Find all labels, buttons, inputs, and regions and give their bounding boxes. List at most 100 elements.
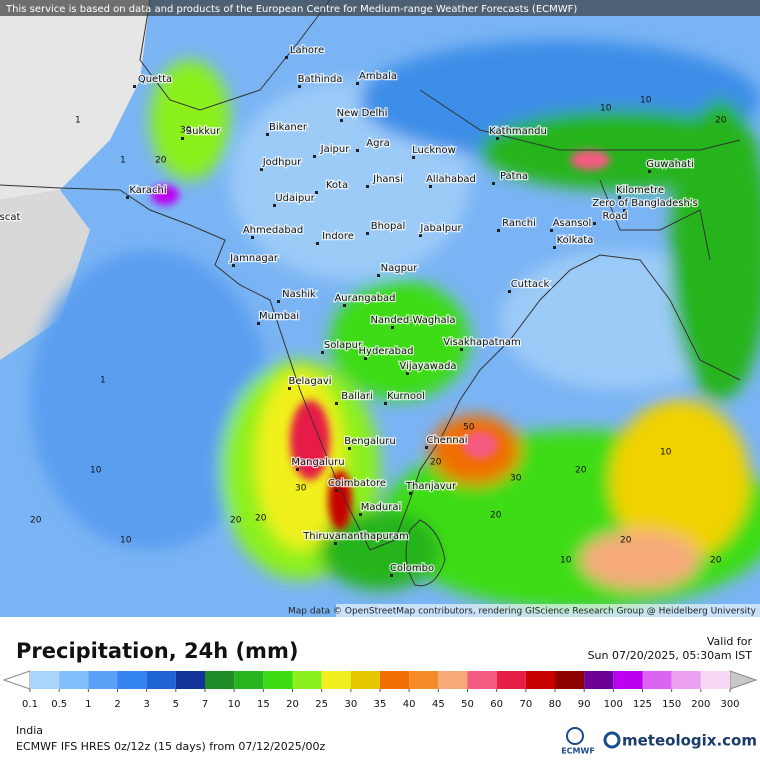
color-box (642, 671, 672, 689)
city-label: Bengaluru (344, 436, 395, 447)
city-label: Patna (500, 171, 528, 182)
city-label: Lahore (290, 45, 324, 56)
city-dot (316, 242, 319, 245)
city-dot (359, 513, 362, 516)
city-dot (251, 236, 254, 239)
city-label: Bhopal (371, 221, 406, 232)
city-label: Hyderabad (359, 346, 414, 357)
contour-label: 10 (90, 466, 102, 476)
city-label: Thiruvananthapuram (302, 531, 409, 542)
tick-label: 125 (633, 699, 652, 710)
city-dot (508, 290, 511, 293)
city-label: Mumbai (259, 311, 299, 322)
city-label: Ahmedabad (243, 225, 303, 236)
ecmwf-logo: ECMWF (561, 727, 595, 756)
contour-label: 20 (710, 556, 722, 566)
tick-label: 35 (374, 699, 387, 710)
city-label: Kurnool (387, 391, 425, 402)
city-label: Solapur (324, 340, 363, 351)
contour-label: 20 (255, 514, 267, 524)
city-label: Jabalpur (419, 223, 462, 234)
city-dot (298, 85, 301, 88)
contour-label: 20 (230, 516, 242, 526)
city-label: Thanjavur (405, 481, 457, 492)
city-label: Zero of Bangladesh's (592, 198, 698, 209)
color-scale: 0.1 0.5 1 2 3 5 7 10 15 20 25 30 35 40 45 50 60 70 80 90 100… (2, 670, 758, 710)
city-dot (550, 229, 553, 232)
color-box (409, 671, 439, 689)
city-dot (273, 204, 276, 207)
contour-label: 20 (430, 458, 442, 468)
city-dot (126, 196, 129, 199)
contour-label: 30 (295, 484, 307, 494)
color-box (525, 671, 555, 689)
tick-label: 15 (257, 699, 270, 710)
city-label: Karachi (129, 185, 166, 196)
city-dot (315, 191, 318, 194)
color-box (88, 671, 118, 689)
color-box (350, 671, 380, 689)
contour-label: 20 (715, 116, 727, 126)
city-dot (288, 387, 291, 390)
tick-label: 100 (604, 699, 623, 710)
contour-label: 10 (120, 536, 132, 546)
valid-label: Valid for (707, 635, 753, 648)
tick-label: 60 (490, 699, 503, 710)
contour-label: 1 (100, 376, 106, 386)
contour-label: 10 (660, 448, 672, 458)
color-box (146, 671, 176, 689)
city-dot (340, 119, 343, 122)
city-label: Belagavi (288, 376, 331, 387)
city-dot (296, 468, 299, 471)
city-dot (366, 185, 369, 188)
color-box (30, 671, 60, 689)
over-arrow (729, 670, 758, 690)
contour-label: 20 (575, 466, 587, 476)
color-box (234, 671, 264, 689)
map (0, 0, 760, 617)
contour-label: 20 (30, 516, 42, 526)
city-label: Chennai (426, 435, 467, 446)
tick-label: 50 (461, 699, 474, 710)
city-dot (335, 402, 338, 405)
city-dot (648, 170, 651, 173)
color-box (438, 671, 468, 689)
city-label: scat (0, 212, 20, 223)
tick-label: 5 (173, 699, 179, 710)
city-label: Road (602, 211, 627, 222)
contour-label: 20 (490, 511, 502, 521)
city-label: Kilometre (616, 185, 664, 196)
tick-label: 7 (202, 699, 208, 710)
tick-label: 25 (315, 699, 328, 710)
city-dot (553, 246, 556, 249)
city-dot (623, 209, 626, 212)
city-label: Guwahati (646, 159, 694, 170)
city-dot (366, 232, 369, 235)
city-labels: Lahore Quetta Bathinda Ambala Sukkur New Delh… (0, 44, 699, 577)
city-dot (266, 133, 269, 136)
city-dot (593, 222, 596, 225)
city-label: Aurangabad (334, 293, 395, 304)
color-box (263, 671, 293, 689)
city-label: Mangaluru (291, 457, 344, 468)
city-dot (277, 300, 280, 303)
city-label: Ballari (341, 391, 373, 402)
city-label: Bathinda (298, 74, 343, 85)
city-dot (343, 304, 346, 307)
tick-label: 2 (114, 699, 120, 710)
color-box (292, 671, 322, 689)
city-dot (257, 322, 260, 325)
contour-label: 30 (510, 474, 522, 484)
tick-label: 200 (691, 699, 710, 710)
contour-label: 10 (640, 96, 652, 106)
city-label: Jhansi (372, 174, 403, 185)
contour-label: 30 (180, 126, 192, 136)
tick-label: 150 (662, 699, 681, 710)
city-label: Jaipur (320, 144, 351, 155)
contour-label: 50 (463, 423, 475, 433)
city-dot (133, 85, 136, 88)
city-dot (260, 168, 263, 171)
color-box (117, 671, 147, 689)
color-box (380, 671, 410, 689)
